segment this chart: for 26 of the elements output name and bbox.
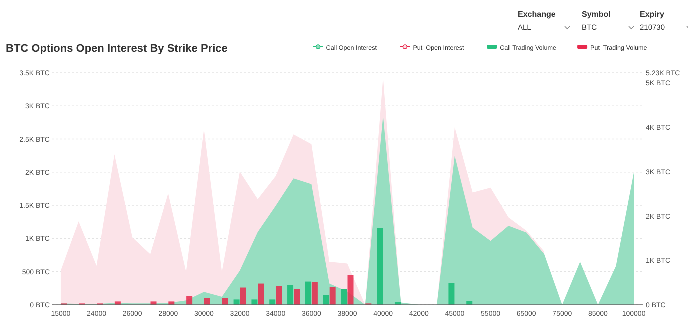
- bar: [234, 300, 240, 305]
- bar: [341, 289, 348, 305]
- bar: [270, 300, 276, 305]
- bar: [294, 289, 300, 305]
- bar: [323, 295, 330, 305]
- bar: [258, 284, 264, 305]
- chart-title: BTC Options Open Interest By Strike Price: [6, 43, 228, 55]
- bar: [204, 298, 210, 305]
- bar: [377, 228, 384, 305]
- bar: [448, 283, 455, 305]
- bar: [150, 302, 157, 305]
- text: Expiry: [640, 10, 666, 19]
- text: Symbol: [582, 10, 611, 19]
- bar: [312, 282, 318, 305]
- bar: [168, 302, 175, 305]
- bar: [240, 288, 246, 305]
- bar: [330, 287, 336, 305]
- bar: [305, 282, 312, 305]
- bar: [276, 286, 282, 305]
- bar: [114, 302, 121, 305]
- bar: [252, 300, 258, 305]
- bar: [222, 298, 228, 305]
- text: Exchange: [518, 10, 556, 19]
- bar: [288, 285, 294, 305]
- bar: [348, 275, 354, 305]
- bar: [186, 296, 193, 305]
